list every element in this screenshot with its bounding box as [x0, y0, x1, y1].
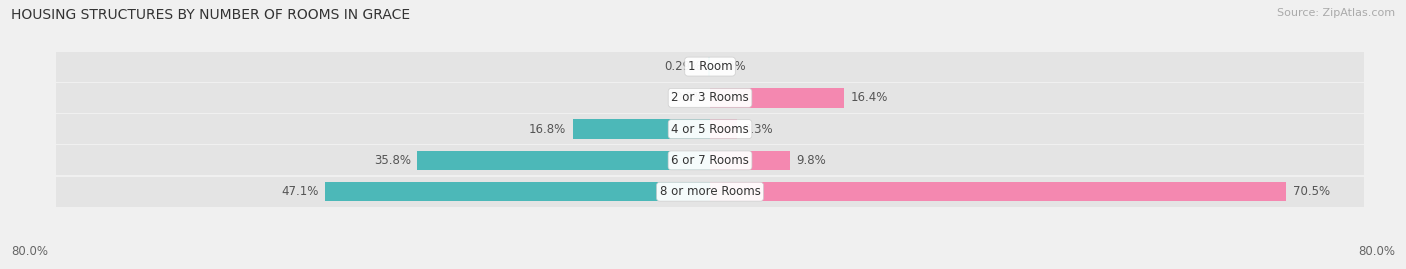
Text: 80.0%: 80.0%: [11, 245, 48, 258]
Text: 2 or 3 Rooms: 2 or 3 Rooms: [671, 91, 749, 104]
Text: 47.1%: 47.1%: [281, 185, 319, 198]
Text: HOUSING STRUCTURES BY NUMBER OF ROOMS IN GRACE: HOUSING STRUCTURES BY NUMBER OF ROOMS IN…: [11, 8, 411, 22]
Text: 8 or more Rooms: 8 or more Rooms: [659, 185, 761, 198]
Text: 35.8%: 35.8%: [374, 154, 411, 167]
Bar: [418, 151, 710, 170]
Text: 1 Room: 1 Room: [688, 60, 733, 73]
Legend: Owner-occupied, Renter-occupied: Owner-occupied, Renter-occupied: [588, 266, 832, 269]
Bar: [56, 52, 1364, 82]
Bar: [707, 57, 710, 76]
Text: 3.3%: 3.3%: [744, 123, 773, 136]
Text: 4 or 5 Rooms: 4 or 5 Rooms: [671, 123, 749, 136]
Bar: [572, 119, 710, 139]
Text: 16.4%: 16.4%: [851, 91, 889, 104]
Text: 6 or 7 Rooms: 6 or 7 Rooms: [671, 154, 749, 167]
Text: 0.0%: 0.0%: [717, 60, 747, 73]
Bar: [56, 177, 1364, 207]
Text: 70.5%: 70.5%: [1292, 185, 1330, 198]
Text: 80.0%: 80.0%: [1358, 245, 1395, 258]
Text: 0.0%: 0.0%: [673, 91, 703, 104]
Text: 9.8%: 9.8%: [797, 154, 827, 167]
Bar: [56, 83, 1364, 113]
Text: 0.29%: 0.29%: [664, 60, 702, 73]
Bar: [710, 182, 1286, 201]
Bar: [710, 151, 790, 170]
Text: Source: ZipAtlas.com: Source: ZipAtlas.com: [1277, 8, 1395, 18]
Bar: [56, 114, 1364, 144]
Bar: [56, 145, 1364, 175]
Bar: [710, 119, 737, 139]
Bar: [325, 182, 710, 201]
Text: 16.8%: 16.8%: [529, 123, 567, 136]
Bar: [710, 88, 844, 108]
